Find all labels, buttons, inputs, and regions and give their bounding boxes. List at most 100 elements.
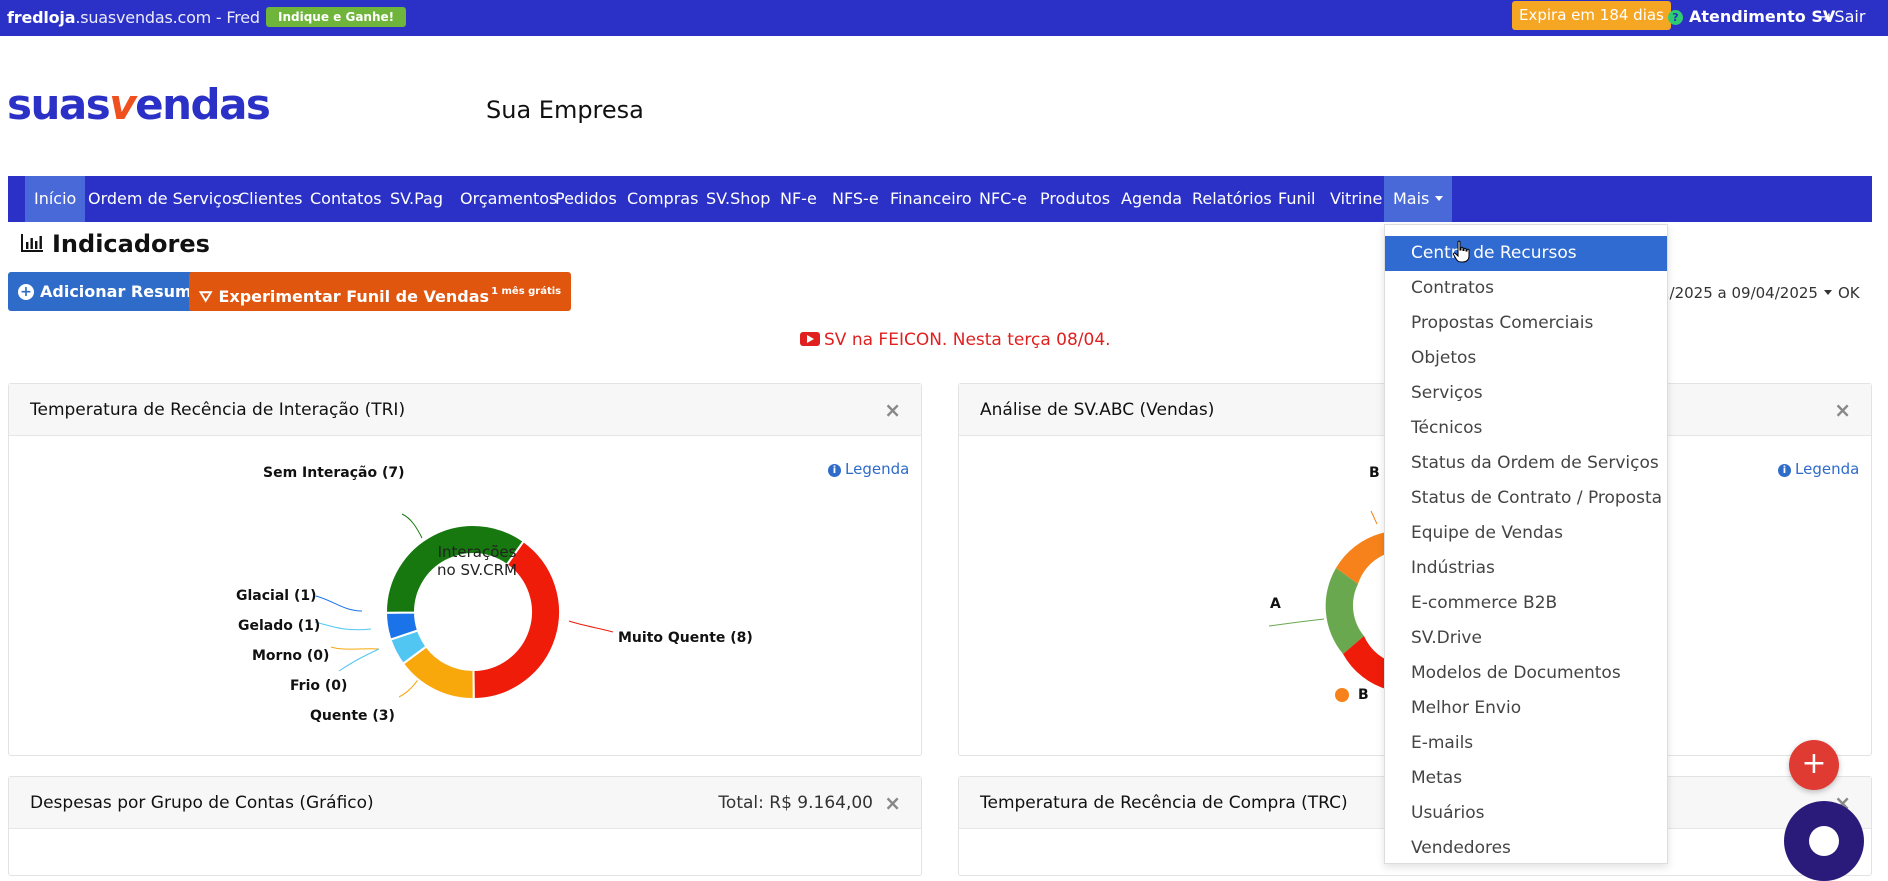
brand-subdomain: fredloja xyxy=(7,8,76,27)
menu-item-industrias[interactable]: Indústrias xyxy=(1411,558,1495,578)
nav-item-funil[interactable]: Funil xyxy=(1278,189,1316,208)
label-muito-quente: Muito Quente (8) xyxy=(618,630,753,646)
leader-line-a xyxy=(1268,618,1325,627)
nav-item-inicio[interactable]: Início xyxy=(25,176,86,222)
tri-card: Temperatura de Recência de Interação (TR… xyxy=(8,383,922,756)
logout-label: Sair xyxy=(1834,7,1866,26)
caret-down-icon xyxy=(1435,196,1444,201)
card-title: Análise de SV.ABC (Vendas) xyxy=(980,400,1215,420)
nav-item-nfce[interactable]: NFC-e xyxy=(979,189,1027,208)
menu-item-emails[interactable]: E-mails xyxy=(1411,733,1474,753)
menu-item-contratos[interactable]: Contratos xyxy=(1411,278,1495,298)
donut-segment-muito-quente[interactable] xyxy=(472,539,561,701)
legend-link[interactable]: i Legenda xyxy=(828,460,909,478)
nav-item-orcamentos[interactable]: Orçamentos xyxy=(460,189,558,208)
nav-item-ordem-de-servicos[interactable]: Ordem de Serviços xyxy=(88,189,241,208)
card-header: Temperatura de Recência de Interação (TR… xyxy=(9,384,921,436)
nav-item-vitrine[interactable]: Vitrine xyxy=(1330,189,1383,208)
nav-item-svpag[interactable]: SV.Pag xyxy=(390,189,444,208)
nav-item-financeiro[interactable]: Financeiro xyxy=(890,189,972,208)
try-funnel-button[interactable]: ⛛ Experimentar Funil de Vendas 1 mês gráti… xyxy=(189,272,572,311)
label-b: B xyxy=(1369,465,1380,481)
suasvendas-logo[interactable]: suasvendas xyxy=(7,80,271,129)
nav-item-produtos[interactable]: Produtos xyxy=(1040,189,1111,208)
indique-ganhe-button[interactable]: Indique e Ganhe! xyxy=(266,7,407,27)
top-bar: fredloja.suasvendas.com - Fred Loja Indi… xyxy=(0,0,1888,36)
center-line-2: no SV.CRM xyxy=(437,561,517,579)
close-icon[interactable]: × xyxy=(1834,398,1851,422)
nav-item-agenda[interactable]: Agenda xyxy=(1121,189,1183,208)
label-frio: Frio (0) xyxy=(290,678,348,694)
despesas-card: Despesas por Grupo de Contas (Gráfico) T… xyxy=(8,776,922,876)
nav-item-nfe[interactable]: NF-e xyxy=(780,189,817,208)
mais-dropdown-menu: Centro de Recursos Contratos Propostas C… xyxy=(1384,224,1668,864)
donut-segment-a[interactable] xyxy=(1325,568,1364,654)
close-icon[interactable]: × xyxy=(884,398,901,422)
menu-item-propostas-comerciais[interactable]: Propostas Comerciais xyxy=(1411,313,1594,333)
atendimento-label: Atendimento SV xyxy=(1689,7,1836,26)
info-icon: i xyxy=(828,464,841,477)
menu-item-vendedores[interactable]: Vendedores xyxy=(1411,838,1511,858)
announcement-link[interactable]: SV na FEICON. Nesta terça 08/04. xyxy=(800,330,1111,350)
menu-item-metas[interactable]: Metas xyxy=(1411,768,1463,788)
legend-label: Legenda xyxy=(845,460,910,478)
site-domain[interactable]: fredloja.suasvendas.com - Fred Loja xyxy=(7,8,297,27)
bar-chart-icon xyxy=(21,234,43,252)
menu-item-centro-de-recursos[interactable]: Centro de Recursos xyxy=(1385,236,1667,271)
label-a: A xyxy=(1270,596,1281,612)
menu-item-equipe-de-vendas[interactable]: Equipe de Vendas xyxy=(1411,523,1563,543)
card-title: Despesas por Grupo de Contas (Gráfico) xyxy=(30,793,374,813)
page-title-text: Indicadores xyxy=(52,230,210,258)
label-morno: Morno (0) xyxy=(252,648,330,664)
menu-item-modelos-de-documentos[interactable]: Modelos de Documentos xyxy=(1411,663,1621,683)
nav-item-contatos[interactable]: Contatos xyxy=(310,189,382,208)
company-name: Sua Empresa xyxy=(486,96,644,124)
menu-item-servicos[interactable]: Serviços xyxy=(1411,383,1483,403)
plus-circle-icon: + xyxy=(18,284,34,300)
menu-item-melhor-envio[interactable]: Melhor Envio xyxy=(1411,698,1522,718)
info-icon: i xyxy=(1778,464,1791,477)
nav-item-mais[interactable]: Mais xyxy=(1384,176,1453,222)
ok-button[interactable]: OK xyxy=(1838,284,1860,302)
nav-item-clientes[interactable]: Clientes xyxy=(238,189,303,208)
tri-leader-lines xyxy=(314,513,614,698)
menu-item-status-ordem-servicos[interactable]: Status da Ordem de Serviços xyxy=(1411,453,1659,473)
label-glacial: Glacial (1) xyxy=(236,588,317,604)
logout-link[interactable]: ⇥ Sair xyxy=(1817,7,1865,26)
menu-item-usuarios[interactable]: Usuários xyxy=(1411,803,1485,823)
center-line-1: Interações xyxy=(437,543,517,561)
add-fab-button[interactable]: + xyxy=(1789,740,1839,790)
close-icon[interactable]: × xyxy=(884,791,901,815)
menu-item-tecnicos[interactable]: Técnicos xyxy=(1411,418,1483,438)
add-summary-button[interactable]: + Adicionar Resumo xyxy=(8,272,213,311)
nav-item-relatorios[interactable]: Relatórios xyxy=(1192,189,1272,208)
caret-down-icon xyxy=(1823,290,1832,295)
announcement-text: SV na FEICON. Nesta terça 08/04. xyxy=(824,330,1111,350)
label-quente: Quente (3) xyxy=(310,708,395,724)
nav-item-compras[interactable]: Compras xyxy=(627,189,699,208)
menu-item-svdrive[interactable]: SV.Drive xyxy=(1411,628,1482,648)
leader-line-b xyxy=(1370,510,1378,525)
free-month-note: 1 mês grátis xyxy=(491,286,562,297)
legend-link[interactable]: i Legenda xyxy=(1778,460,1859,478)
nav-item-svshop[interactable]: SV.Shop xyxy=(706,189,771,208)
expiration-badge[interactable]: Expira em 184 dias xyxy=(1512,1,1671,30)
legend-dot-b xyxy=(1335,688,1349,702)
legend-label: Legenda xyxy=(1795,460,1860,478)
nav-item-pedidos[interactable]: Pedidos xyxy=(555,189,617,208)
help-icon: ? xyxy=(1668,10,1683,25)
menu-item-ecommerce-b2b[interactable]: E-commerce B2B xyxy=(1411,593,1558,613)
funnel-icon: ⛛ xyxy=(199,287,213,306)
menu-item-status-contrato-proposta[interactable]: Status de Contrato / Proposta xyxy=(1411,488,1663,508)
date-range-selector[interactable]: 1/2025 a 09/04/2025 xyxy=(1660,284,1832,302)
chat-widget-button[interactable] xyxy=(1784,801,1864,881)
menu-item-objetos[interactable]: Objetos xyxy=(1411,348,1477,368)
label-gelado: Gelado (1) xyxy=(238,618,321,634)
label-sem-interacao: Sem Interação (7) xyxy=(263,465,405,481)
nav-item-nfse[interactable]: NFS-e xyxy=(832,189,879,208)
date-range-text: 1/2025 a 09/04/2025 xyxy=(1660,284,1818,302)
donut-segment-sem-interacao[interactable] xyxy=(385,524,525,614)
donut-center-label: Interações no SV.CRM xyxy=(427,543,527,579)
atendimento-link[interactable]: ? Atendimento SV xyxy=(1668,7,1835,26)
card-title: Temperatura de Recência de Compra (TRC) xyxy=(980,793,1348,813)
